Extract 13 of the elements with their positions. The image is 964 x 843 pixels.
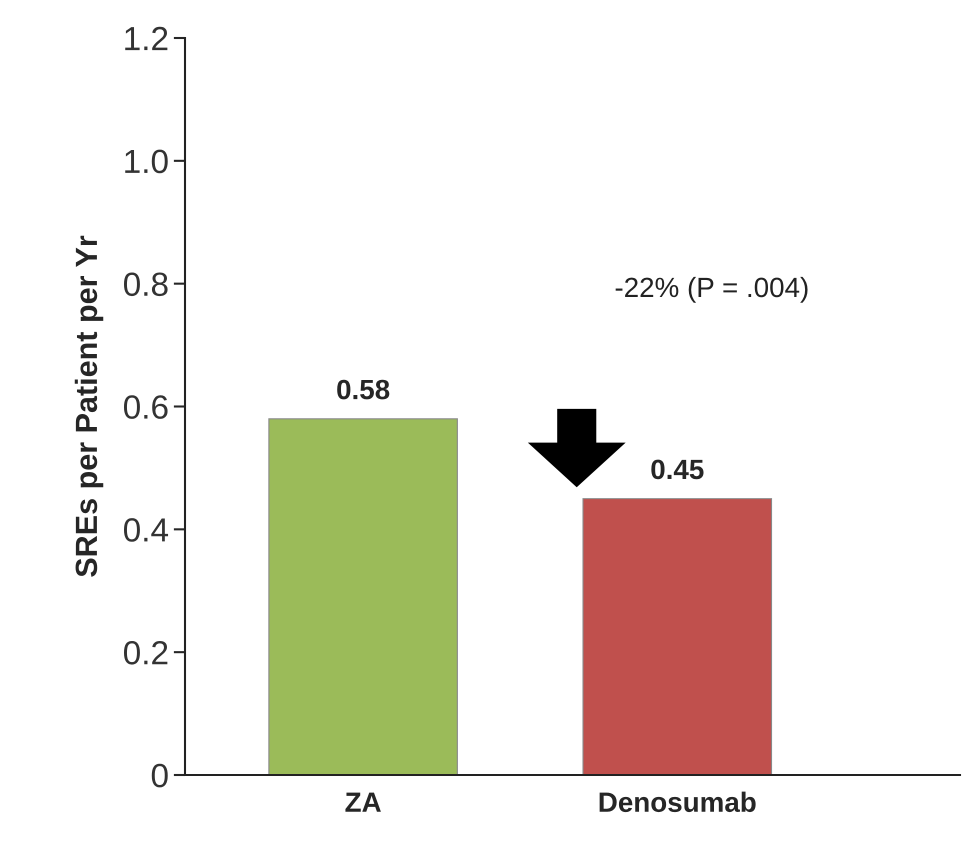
- y-tick-label: 0: [152, 764, 168, 788]
- annotation: -22% (P = .004): [616, 276, 808, 303]
- y-tick-label: 0.6: [124, 395, 168, 419]
- y-tick-label: 0.4: [124, 518, 168, 542]
- data-label: 0.58: [337, 380, 390, 400]
- x-tick-label: ZA: [345, 792, 381, 812]
- y-axis-title: SREs per Patient per Yr: [74, 236, 104, 577]
- y-tick-label: 0.8: [124, 272, 168, 296]
- y-tick-label: 0.2: [124, 640, 168, 665]
- data-label: 0.45: [651, 460, 704, 480]
- x-tick-label: Denosumab: [600, 792, 756, 812]
- y-tick-label: 1.2: [125, 26, 168, 50]
- y-tick-label: 1.0: [125, 150, 168, 174]
